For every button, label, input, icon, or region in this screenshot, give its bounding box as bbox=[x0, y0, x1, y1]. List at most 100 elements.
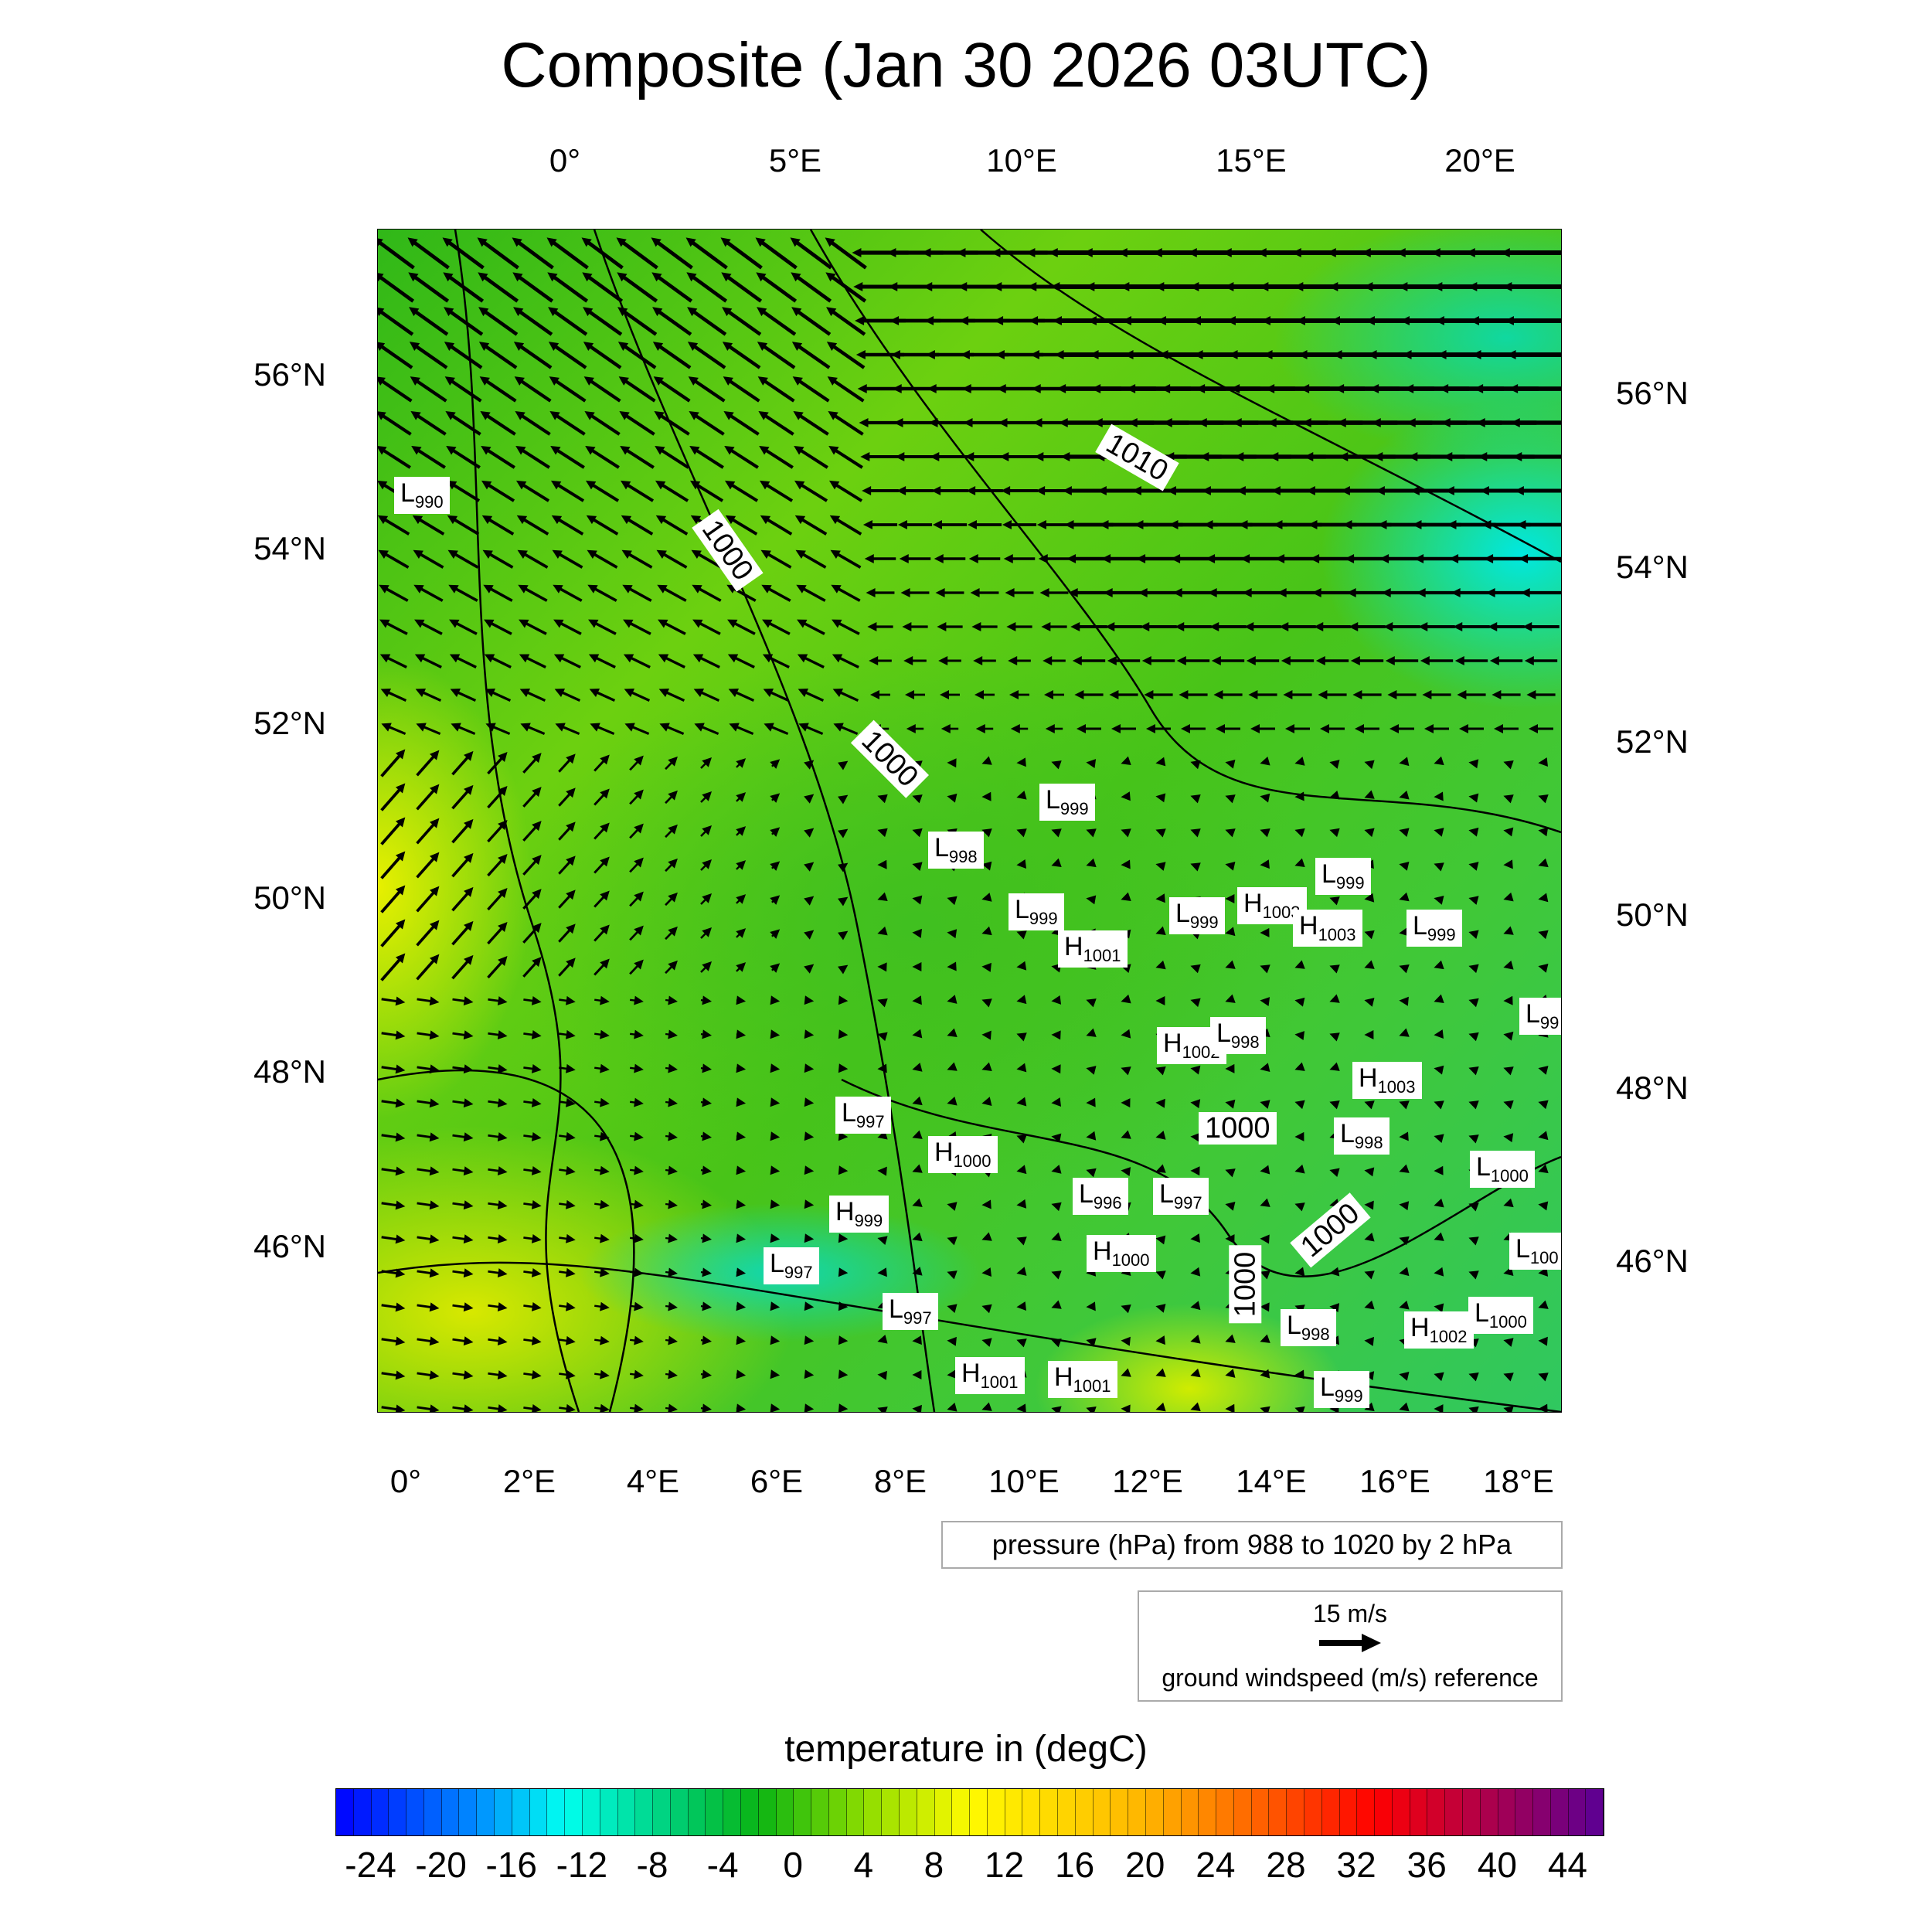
wind-arrow bbox=[417, 1370, 440, 1380]
wind-arrow bbox=[416, 954, 440, 981]
wind-arrow bbox=[487, 854, 508, 877]
wind-arrow bbox=[378, 549, 410, 569]
wind-arrow bbox=[1538, 1066, 1549, 1075]
wind-arrow bbox=[689, 445, 724, 469]
wind-arrow bbox=[1311, 588, 1353, 597]
wind-arrow bbox=[1016, 1097, 1027, 1107]
wind-arrow bbox=[547, 272, 589, 303]
wind-arrow bbox=[1434, 896, 1444, 905]
wind-arrow bbox=[1190, 1099, 1201, 1109]
wind-arrow bbox=[1260, 1234, 1270, 1244]
colorbar-bin bbox=[582, 1789, 600, 1835]
wind-arrow bbox=[1399, 1131, 1409, 1141]
wind-arrow bbox=[665, 926, 678, 940]
colorbar-bin bbox=[1445, 1789, 1463, 1835]
wind-arrow bbox=[1138, 588, 1179, 597]
wind-arrow bbox=[912, 895, 923, 905]
wind-arrow bbox=[1155, 1335, 1165, 1345]
wind-arrow bbox=[770, 1301, 781, 1311]
wind-arrow bbox=[912, 995, 922, 1005]
colorbar-tick-label: -24 bbox=[345, 1845, 396, 1885]
wind-arrow bbox=[523, 1098, 542, 1107]
wind-arrow bbox=[482, 549, 514, 569]
wind-arrow bbox=[488, 1030, 508, 1040]
colorbar-tick-label: 4 bbox=[853, 1845, 874, 1885]
wind-arrow bbox=[381, 1132, 406, 1142]
wind-arrow bbox=[1509, 384, 1561, 393]
wind-arrow bbox=[452, 1302, 474, 1312]
wind-arrow bbox=[981, 962, 992, 972]
wind-arrow bbox=[629, 755, 644, 771]
wind-arrow bbox=[1389, 724, 1414, 733]
wind-arrow bbox=[665, 824, 678, 838]
wind-arrow bbox=[797, 654, 825, 668]
wind-arrow bbox=[1016, 1338, 1027, 1348]
wind-arrow bbox=[654, 411, 690, 436]
wind-arrow bbox=[1121, 1336, 1131, 1346]
wind-arrow bbox=[381, 1234, 406, 1244]
wind-arrow bbox=[831, 584, 861, 602]
wind-arrow bbox=[410, 411, 447, 436]
wind-arrow bbox=[629, 1403, 644, 1412]
wind-arrow bbox=[416, 784, 440, 811]
pressure-center-value: 999 bbox=[1335, 872, 1365, 893]
wind-arrow bbox=[1294, 1369, 1304, 1379]
wind-arrow bbox=[1260, 964, 1270, 974]
colorbar-bin bbox=[900, 1789, 917, 1835]
wind-arrow bbox=[523, 1370, 542, 1379]
wind-arrow bbox=[452, 1234, 474, 1244]
wind-arrow bbox=[1364, 1200, 1374, 1210]
wind-arrow bbox=[1364, 1029, 1374, 1039]
wind-arrow bbox=[1399, 1201, 1410, 1211]
wind-arrow bbox=[584, 411, 621, 436]
wind-arrow bbox=[877, 1370, 887, 1380]
wind-arrow bbox=[559, 1029, 576, 1039]
wind-arrow bbox=[559, 1233, 576, 1243]
low-pressure-label: L998 bbox=[1334, 1117, 1389, 1155]
wind-arrow bbox=[413, 549, 444, 569]
wind-arrow bbox=[1364, 1336, 1374, 1346]
wind-arrow bbox=[725, 515, 758, 536]
colorbar-bin bbox=[495, 1789, 512, 1835]
wind-arrow bbox=[1387, 690, 1417, 699]
wind-arrow bbox=[912, 1130, 923, 1139]
wind-arrow bbox=[1179, 690, 1208, 699]
wind-arrow bbox=[1329, 828, 1340, 838]
wind-arrow bbox=[792, 376, 830, 403]
wind-arrow bbox=[1457, 690, 1486, 699]
wind-arrow bbox=[658, 654, 685, 668]
wind-arrow bbox=[798, 723, 824, 736]
colorbar-bin bbox=[1480, 1789, 1498, 1835]
wind-arrow bbox=[629, 1335, 644, 1345]
wind-arrow bbox=[1294, 997, 1305, 1007]
right-axis-tick-label: 50°N bbox=[1616, 896, 1689, 933]
wind-arrow bbox=[1329, 1267, 1340, 1277]
wind-arrow bbox=[621, 515, 654, 536]
wind-arrow bbox=[1155, 1270, 1166, 1280]
right-axis-tick-label: 56°N bbox=[1616, 375, 1689, 411]
wind-arrow bbox=[378, 411, 412, 436]
wind-arrow bbox=[410, 376, 447, 403]
wind-arrow bbox=[487, 786, 508, 809]
wind-arrow bbox=[1294, 1100, 1305, 1110]
wind-arrow bbox=[804, 1301, 815, 1311]
wind-arrow bbox=[1514, 486, 1561, 495]
low-pressure-label: L100 bbox=[1509, 1233, 1561, 1270]
wind-arrow bbox=[378, 376, 413, 403]
wind-arrow bbox=[1016, 930, 1027, 940]
wind-arrow bbox=[1225, 960, 1236, 969]
wind-arrow bbox=[616, 237, 658, 270]
wind-arrow bbox=[1121, 1130, 1131, 1139]
wind-arrow bbox=[760, 515, 793, 536]
wind-arrow bbox=[1086, 759, 1097, 769]
wind-arrow bbox=[912, 1404, 922, 1412]
wind-arrow bbox=[1434, 1232, 1444, 1241]
wind-arrow bbox=[1399, 1028, 1410, 1037]
colorbar-bin bbox=[1533, 1789, 1551, 1835]
colorbar-bin bbox=[882, 1789, 900, 1835]
wind-arrow bbox=[981, 1199, 992, 1209]
colorbar-tick-label: 24 bbox=[1196, 1845, 1236, 1885]
wind-arrow bbox=[1383, 622, 1420, 631]
pressure-center-value: 996 bbox=[1093, 1192, 1122, 1213]
wind-arrow bbox=[1225, 1168, 1236, 1178]
